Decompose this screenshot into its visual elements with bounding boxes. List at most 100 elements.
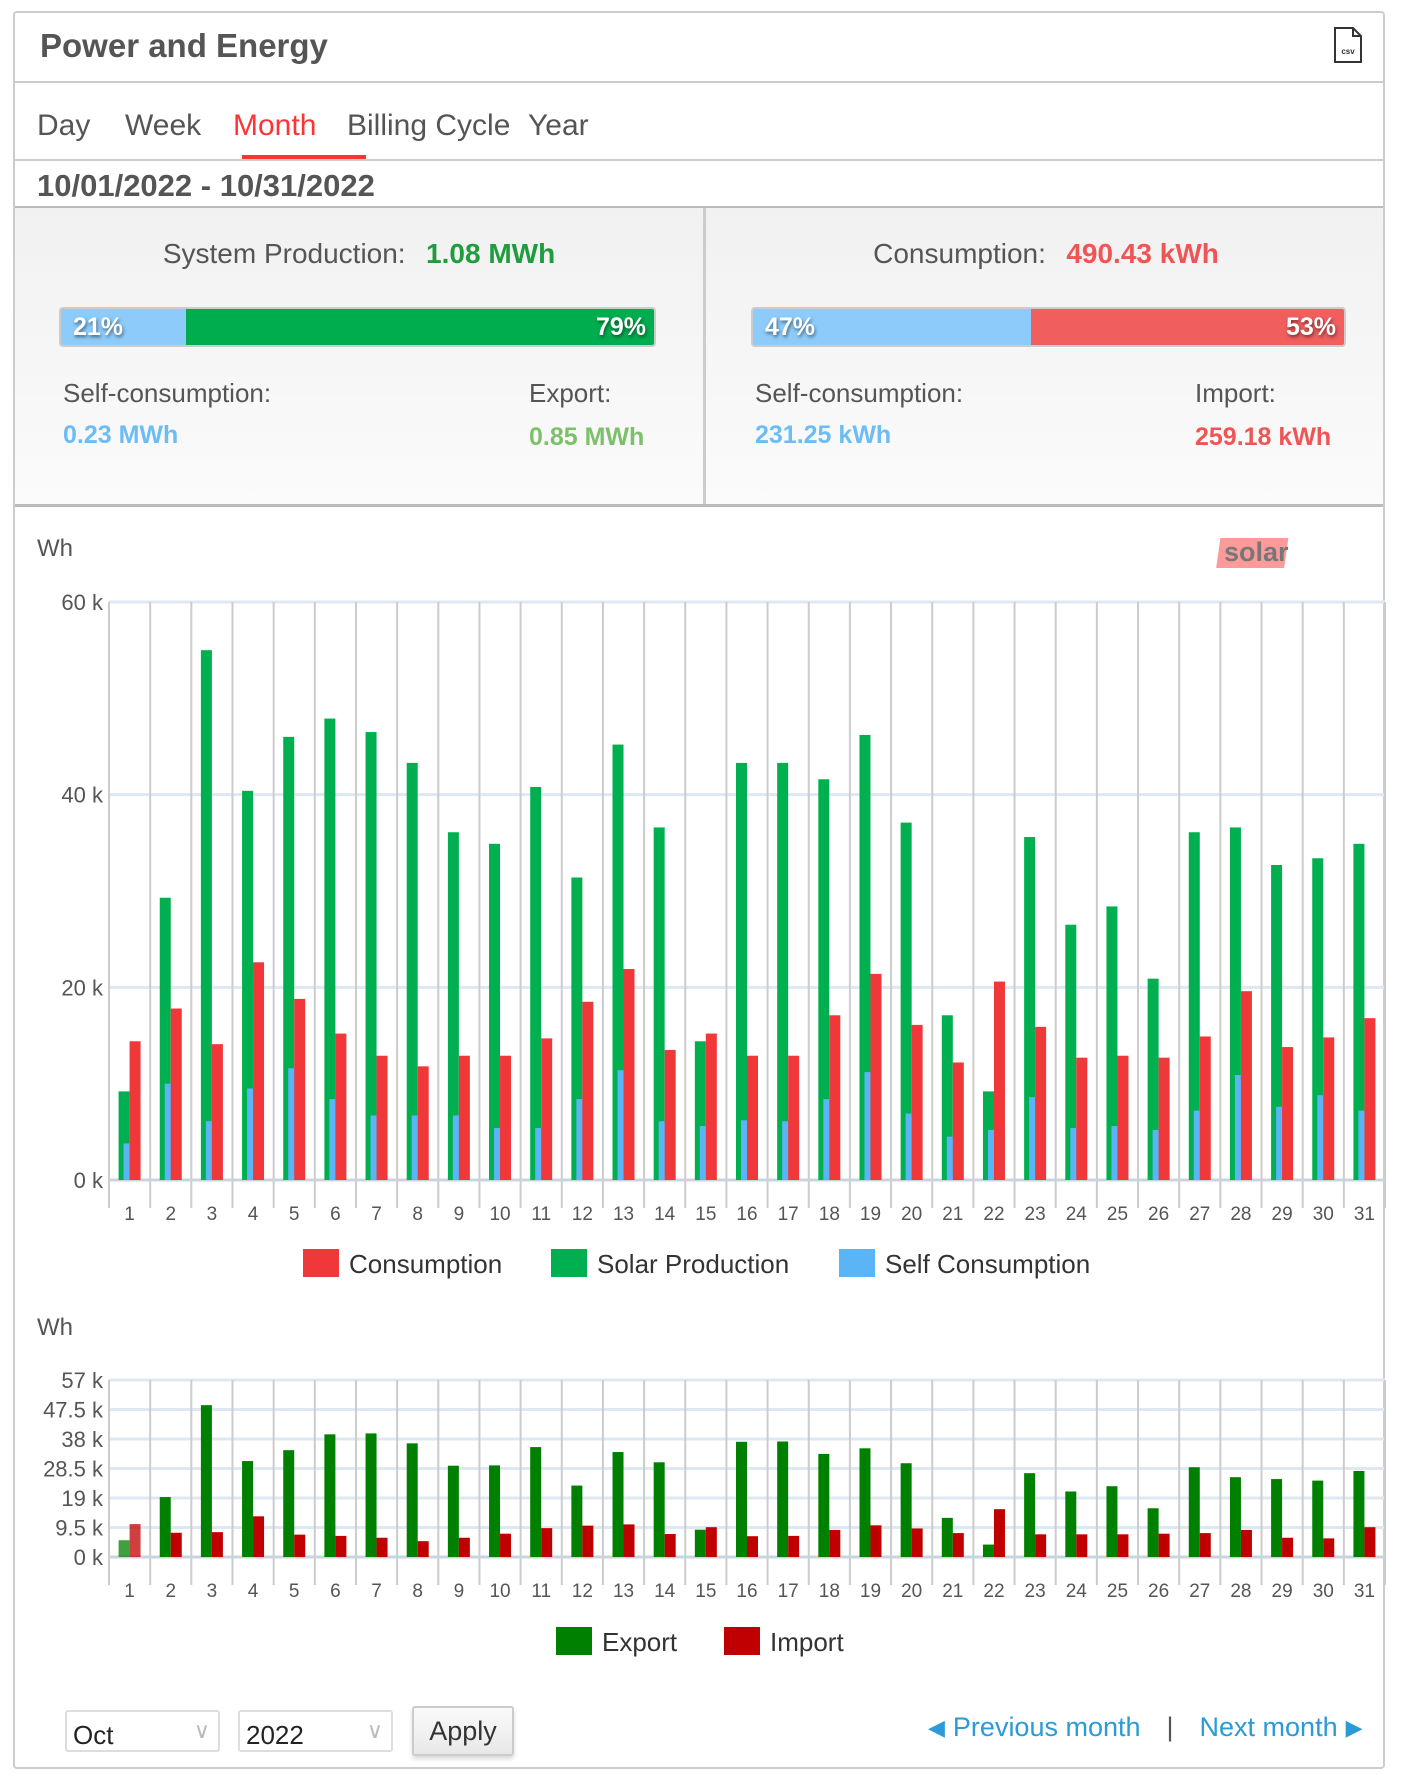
bar-export[interactable] xyxy=(1065,1491,1077,1557)
year-select[interactable]: 2022 ∨ xyxy=(238,1710,393,1752)
bar-import[interactable] xyxy=(623,1524,635,1557)
bar-consumption[interactable] xyxy=(500,1055,512,1180)
bar-export[interactable] xyxy=(406,1443,418,1557)
legend-item[interactable]: Import xyxy=(770,1627,844,1657)
bar-solar-production[interactable] xyxy=(283,736,295,1180)
bar-export[interactable] xyxy=(900,1463,912,1557)
bar-solar-production[interactable] xyxy=(118,1091,130,1180)
bar-import[interactable] xyxy=(458,1537,470,1557)
bar-import[interactable] xyxy=(170,1532,182,1557)
bar-self-consumption[interactable] xyxy=(494,1127,506,1180)
bar-export[interactable] xyxy=(1229,1477,1241,1557)
bar-self-consumption[interactable] xyxy=(205,1121,217,1180)
bar-export[interactable] xyxy=(859,1448,871,1557)
bar-self-consumption[interactable] xyxy=(1029,1097,1041,1180)
bar-consumption[interactable] xyxy=(1035,1026,1047,1180)
bar-import[interactable] xyxy=(705,1527,717,1557)
bar-solar-production[interactable] xyxy=(159,897,171,1180)
bar-import[interactable] xyxy=(211,1532,223,1557)
bar-consumption[interactable] xyxy=(417,1066,429,1180)
bar-export[interactable] xyxy=(489,1465,501,1557)
bar-solar-production[interactable] xyxy=(1312,858,1324,1180)
bar-import[interactable] xyxy=(1158,1533,1170,1557)
legend-item[interactable]: Consumption xyxy=(349,1249,502,1279)
bar-solar-production[interactable] xyxy=(736,762,747,1180)
month-select[interactable]: Oct ∨ xyxy=(65,1710,220,1752)
bar-self-consumption[interactable] xyxy=(164,1083,176,1180)
bar-export[interactable] xyxy=(118,1540,130,1557)
bar-self-consumption[interactable] xyxy=(658,1121,670,1180)
bar-self-consumption[interactable] xyxy=(288,1068,300,1180)
bar-consumption[interactable] xyxy=(911,1024,923,1180)
bar-import[interactable] xyxy=(870,1525,882,1557)
bar-export[interactable] xyxy=(612,1452,624,1557)
bar-solar-production[interactable] xyxy=(1147,978,1159,1180)
apply-button[interactable]: Apply xyxy=(412,1706,514,1756)
bar-export[interactable] xyxy=(200,1405,212,1557)
bar-self-consumption[interactable] xyxy=(370,1115,382,1180)
bar-solar-production[interactable] xyxy=(1024,837,1036,1180)
bar-consumption[interactable] xyxy=(623,969,635,1180)
bar-import[interactable] xyxy=(1364,1527,1376,1557)
bar-export[interactable] xyxy=(1353,1470,1365,1557)
caret-right-icon[interactable]: ▶ xyxy=(1345,1714,1363,1740)
bar-consumption[interactable] xyxy=(705,1033,717,1180)
bar-consumption[interactable] xyxy=(253,962,265,1180)
bar-import[interactable] xyxy=(129,1524,141,1557)
bar-self-consumption[interactable] xyxy=(946,1136,958,1180)
bar-consumption[interactable] xyxy=(170,1008,182,1180)
bar-export[interactable] xyxy=(1147,1508,1159,1557)
bar-self-consumption[interactable] xyxy=(411,1115,423,1180)
bar-self-consumption[interactable] xyxy=(1358,1110,1370,1180)
bar-solar-production[interactable] xyxy=(777,762,789,1180)
bar-export[interactable] xyxy=(324,1434,336,1557)
bar-import[interactable] xyxy=(500,1533,512,1557)
bar-import[interactable] xyxy=(952,1533,964,1557)
bar-export[interactable] xyxy=(1024,1473,1036,1557)
bar-export[interactable] xyxy=(694,1529,706,1557)
bar-solar-production[interactable] xyxy=(900,822,912,1180)
legend-item[interactable]: Export xyxy=(602,1627,678,1657)
bar-import[interactable] xyxy=(1323,1538,1335,1557)
bar-consumption[interactable] xyxy=(211,1044,223,1180)
bar-self-consumption[interactable] xyxy=(741,1120,752,1180)
bar-self-consumption[interactable] xyxy=(535,1127,547,1180)
bar-import[interactable] xyxy=(1076,1534,1088,1557)
bar-consumption[interactable] xyxy=(788,1055,800,1180)
bar-self-consumption[interactable] xyxy=(1317,1095,1329,1180)
bar-export[interactable] xyxy=(941,1517,953,1557)
bar-solar-production[interactable] xyxy=(365,732,377,1180)
bar-export[interactable] xyxy=(530,1447,542,1557)
bar-self-consumption[interactable] xyxy=(247,1088,259,1180)
bar-import[interactable] xyxy=(335,1535,347,1557)
bar-consumption[interactable] xyxy=(1199,1036,1211,1180)
bar-export[interactable] xyxy=(653,1462,665,1557)
bar-export[interactable] xyxy=(447,1465,459,1557)
bar-consumption[interactable] xyxy=(1323,1037,1335,1180)
bar-import[interactable] xyxy=(1199,1533,1211,1557)
bar-self-consumption[interactable] xyxy=(1152,1129,1164,1180)
bar-consumption[interactable] xyxy=(458,1055,470,1180)
bar-export[interactable] xyxy=(777,1441,789,1557)
bar-self-consumption[interactable] xyxy=(1193,1110,1205,1180)
bar-export[interactable] xyxy=(1106,1486,1118,1557)
caret-left-icon[interactable]: ◀ xyxy=(928,1714,945,1740)
bar-consumption[interactable] xyxy=(1117,1055,1129,1180)
bar-consumption[interactable] xyxy=(541,1038,553,1180)
tab-month[interactable]: Month xyxy=(233,109,317,142)
bar-import[interactable] xyxy=(294,1534,306,1557)
bar-consumption[interactable] xyxy=(870,973,882,1180)
bar-consumption[interactable] xyxy=(1158,1057,1170,1180)
bar-solar-production[interactable] xyxy=(242,790,254,1180)
bar-solar-production[interactable] xyxy=(571,877,583,1180)
bar-consumption[interactable] xyxy=(1240,991,1252,1180)
bar-self-consumption[interactable] xyxy=(452,1115,464,1180)
bar-solar-production[interactable] xyxy=(1065,924,1077,1180)
bar-consumption[interactable] xyxy=(1282,1047,1294,1180)
bar-self-consumption[interactable] xyxy=(1234,1074,1246,1180)
bar-solar-production[interactable] xyxy=(406,762,418,1180)
bar-consumption[interactable] xyxy=(376,1055,388,1180)
bar-self-consumption[interactable] xyxy=(699,1126,711,1180)
bar-export[interactable] xyxy=(1271,1479,1283,1557)
bar-self-consumption[interactable] xyxy=(1276,1106,1288,1180)
